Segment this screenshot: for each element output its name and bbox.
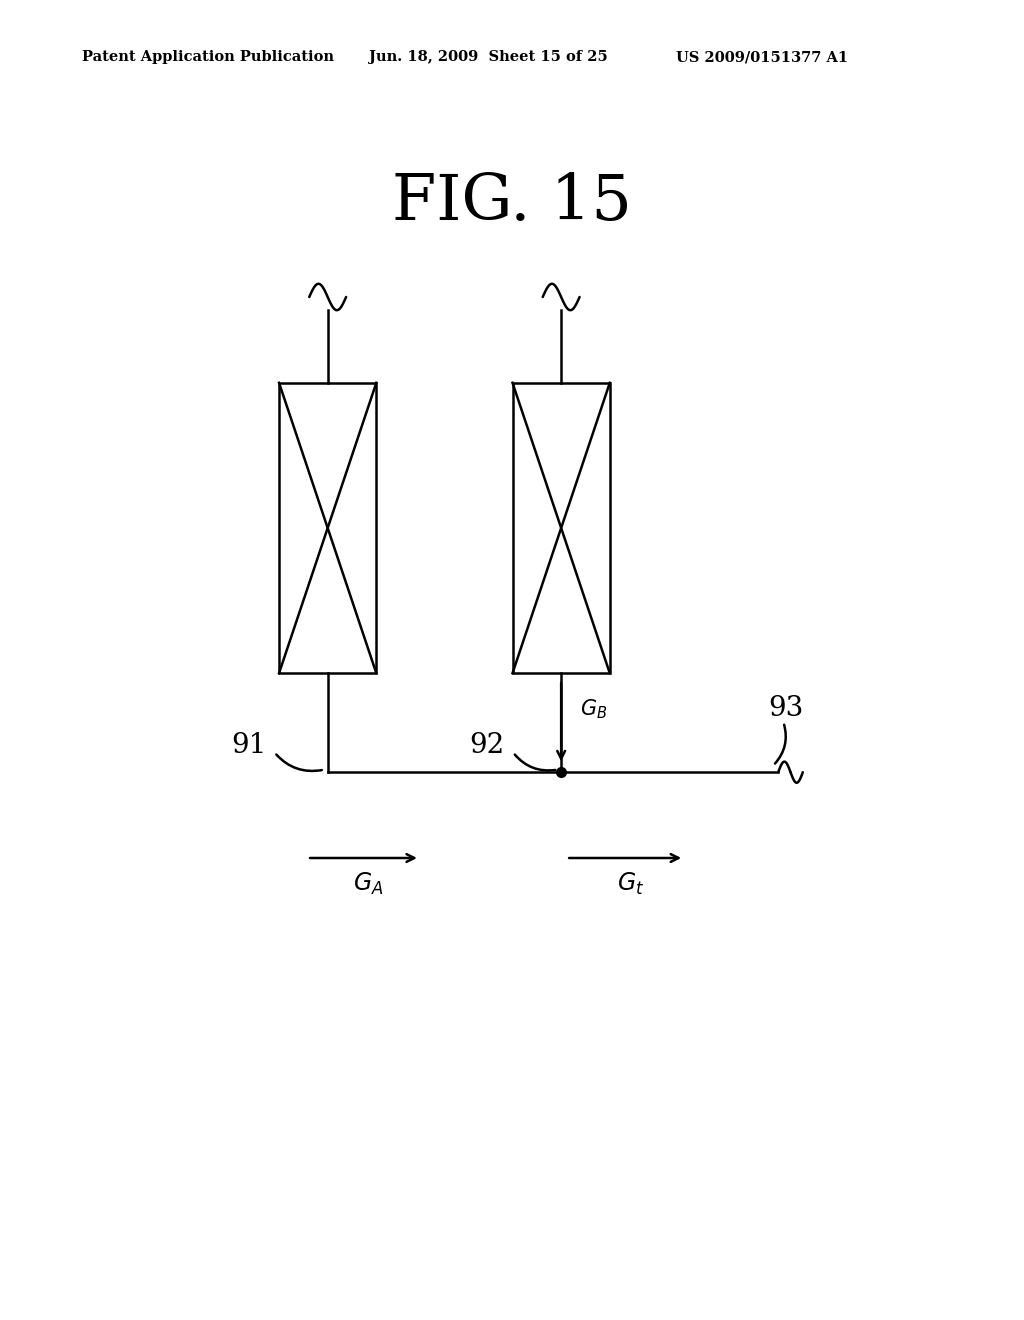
Text: Patent Application Publication: Patent Application Publication (82, 50, 334, 65)
Text: 92: 92 (470, 733, 505, 759)
Bar (279, 383, 377, 673)
Text: US 2009/0151377 A1: US 2009/0151377 A1 (676, 50, 848, 65)
Text: $G_t$: $G_t$ (616, 871, 644, 898)
Text: FIG. 15: FIG. 15 (392, 172, 632, 232)
Text: 91: 91 (230, 733, 266, 759)
Text: $G_A$: $G_A$ (353, 871, 384, 898)
Bar (513, 383, 610, 673)
Text: $G_B$: $G_B$ (580, 698, 607, 721)
Text: Jun. 18, 2009  Sheet 15 of 25: Jun. 18, 2009 Sheet 15 of 25 (369, 50, 607, 65)
Text: 93: 93 (768, 696, 803, 722)
